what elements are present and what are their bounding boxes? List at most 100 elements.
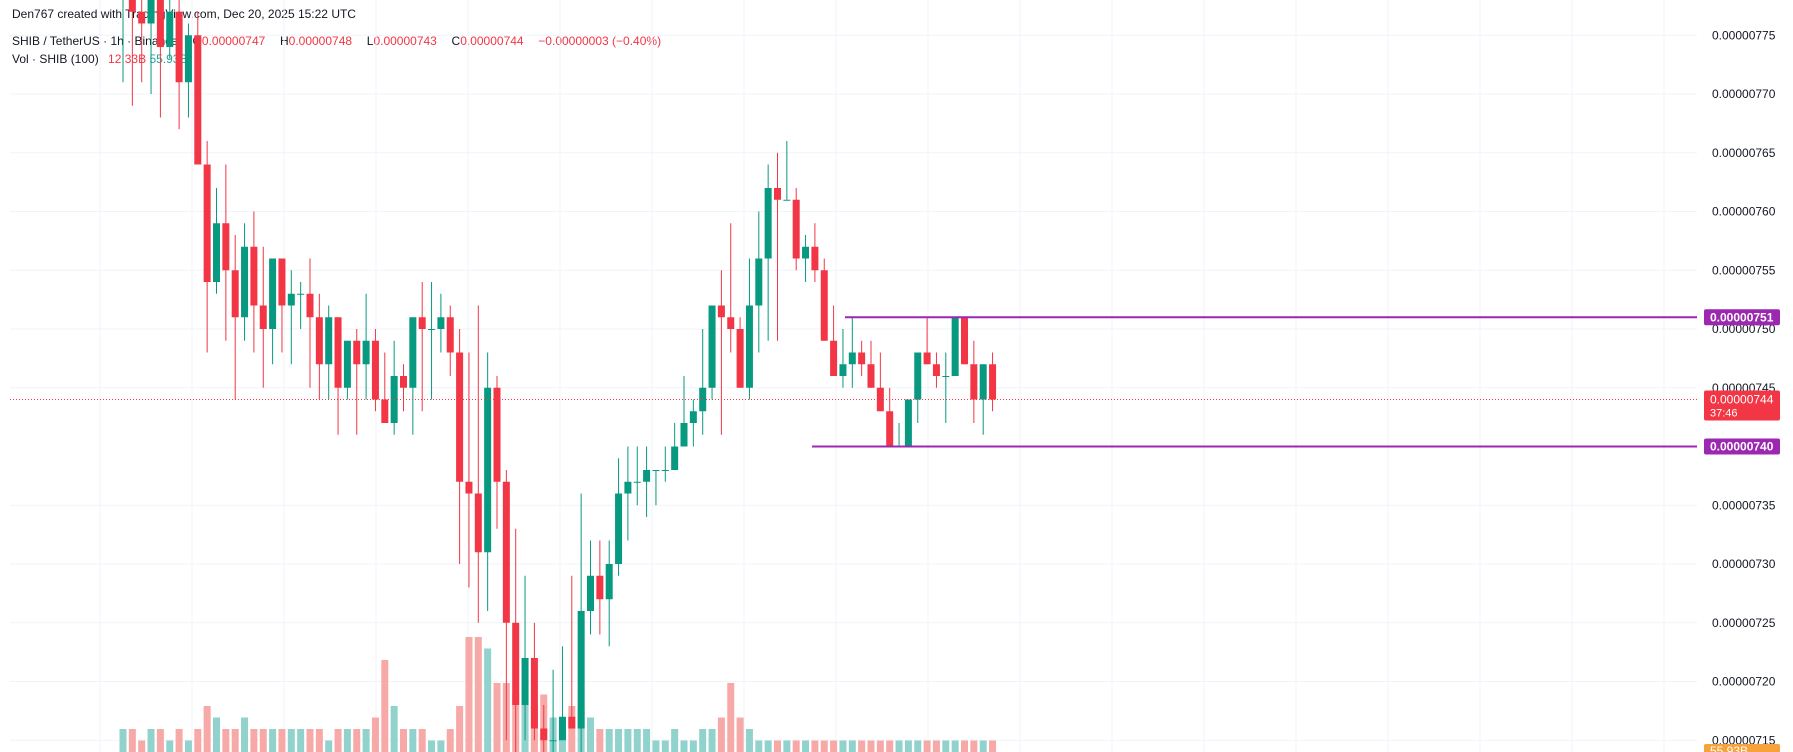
volume-bar [241, 717, 249, 752]
y-tick-label: 0.00000775 [1712, 28, 1776, 42]
volume-label[interactable]: Vol · SHIB (100) [12, 52, 99, 66]
volume-axis-label: 55.93B [1710, 744, 1748, 752]
level-price-label: 0.00000751 [1710, 310, 1774, 324]
candle-body [213, 223, 220, 282]
candle-body [175, 11, 183, 83]
volume-bar [465, 637, 473, 752]
candle-body [502, 481, 510, 623]
close-value: 0.00000744 [460, 34, 524, 48]
volume-bar [942, 740, 950, 752]
volume-value: 12.33B [108, 52, 147, 66]
level-price-tag [1704, 309, 1780, 326]
candle-body [446, 317, 454, 353]
volume-bar [961, 740, 968, 752]
candle-body [156, 0, 164, 47]
close-label: C [451, 34, 461, 48]
volume-bar [867, 740, 875, 752]
candle-body [194, 35, 202, 165]
candle-body [437, 317, 445, 329]
volume-bar [287, 729, 295, 752]
candle-body [736, 329, 744, 388]
volume-bar [437, 740, 445, 752]
high-value: 0.00000748 [288, 34, 353, 48]
candle-body [624, 481, 632, 494]
volume-bar [811, 740, 819, 752]
candle-body [259, 305, 267, 329]
candle-body [128, 0, 136, 12]
candle-body [184, 35, 192, 83]
volume-bar [671, 729, 679, 752]
volume-bar [568, 706, 576, 752]
volume-bar [213, 717, 220, 752]
level-price-tag [1704, 438, 1780, 455]
candle-body [558, 716, 566, 741]
volume-bar [615, 729, 623, 752]
candle-body [615, 493, 623, 564]
candle-body [568, 716, 576, 729]
y-tick-label: 0.00000730 [1712, 557, 1776, 571]
candle-body [680, 423, 688, 447]
level-price-label: 0.00000740 [1710, 440, 1774, 454]
candle-body [932, 364, 940, 376]
candle-body [138, 11, 146, 24]
volume-bar [643, 729, 651, 752]
volume-bar [306, 729, 314, 752]
volume-bar [353, 729, 361, 752]
volume-bar [764, 740, 772, 752]
candle-body [315, 317, 323, 365]
candle-body [951, 317, 959, 376]
open-value: 0.00000747 [201, 34, 266, 48]
candle-body [717, 305, 725, 318]
volume-bar [652, 740, 660, 752]
candle-body [820, 270, 828, 341]
volume-bar [932, 740, 940, 752]
volume-bar [456, 706, 464, 752]
candle-body [456, 352, 464, 482]
volume-bar [418, 729, 426, 752]
y-tick-label: 0.00000715 [1712, 733, 1776, 747]
candle-body [343, 340, 351, 388]
candle-body [699, 387, 707, 412]
candle-body [474, 493, 482, 553]
low-label: L [366, 34, 374, 48]
volume-bar [325, 740, 333, 752]
candle-body [671, 446, 679, 470]
candle-body [867, 364, 875, 388]
volume-bar [128, 729, 136, 752]
candle-body [353, 340, 361, 365]
volume-bar [194, 729, 202, 752]
candle-body [764, 188, 772, 259]
candle-body [727, 317, 735, 329]
volume-bar [587, 717, 594, 752]
volume-bar [755, 740, 763, 752]
volume-bar [876, 740, 884, 752]
volume-bar [895, 740, 903, 752]
volume-bar [596, 729, 604, 752]
volume-bar [839, 740, 847, 752]
volume-bar [222, 729, 230, 752]
candle-body [989, 364, 997, 400]
volume-bar [792, 740, 800, 752]
volume-bar [343, 729, 351, 752]
volume-bar [661, 740, 669, 752]
volume-bar [858, 740, 866, 752]
last-price-label: 0.00000744 [1710, 393, 1774, 407]
volume-bar [474, 637, 482, 752]
volume-bar [371, 717, 379, 752]
y-tick-label: 0.00000735 [1712, 498, 1776, 512]
candle-body [774, 188, 781, 200]
candle-body [858, 352, 866, 365]
volume-bar [970, 740, 978, 752]
candle-body [269, 258, 277, 329]
y-tick-label: 0.00000755 [1712, 263, 1776, 277]
candle-body [802, 246, 810, 259]
volume-bar [689, 740, 697, 752]
candle-body [381, 399, 389, 423]
candle-body [811, 246, 819, 271]
volume-bar [914, 740, 922, 752]
candle-body [371, 340, 379, 400]
volume-legend: Vol · SHIB (100) 12.33B 55.93B [12, 52, 187, 66]
candle-body [923, 352, 931, 365]
symbol-label[interactable]: SHIB / TetherUS · 1h · Binance [12, 34, 178, 48]
